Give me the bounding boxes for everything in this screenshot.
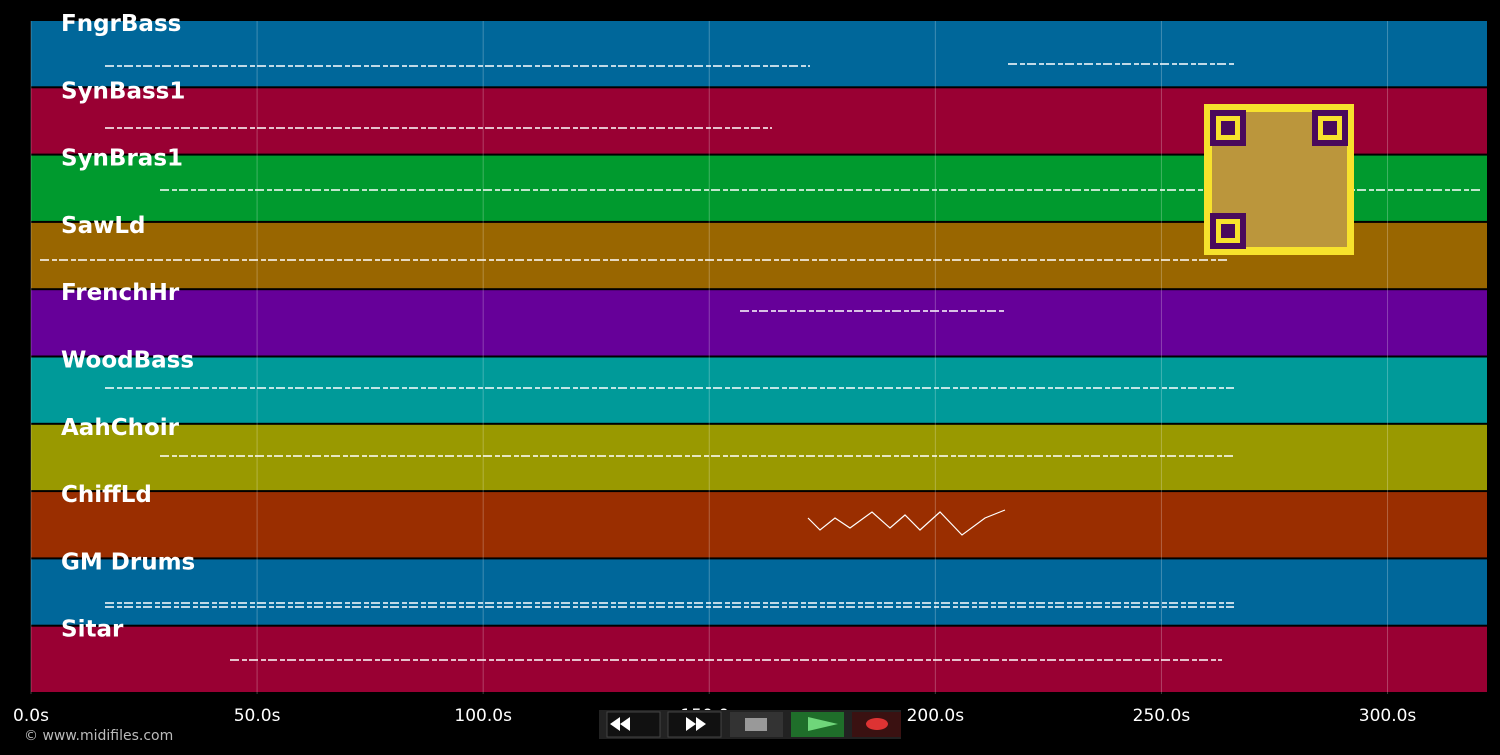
forward-button[interactable] (667, 711, 722, 738)
track-name: GM Drums (61, 549, 195, 575)
track-name: FrenchHr (61, 280, 180, 306)
record-button[interactable] (852, 712, 901, 737)
tick-label: 300.0s (1359, 706, 1417, 726)
tick-label: 50.0s (234, 706, 281, 726)
track-name: SynBras1 (61, 146, 183, 172)
track-name: ChiffLd (61, 482, 152, 508)
track-lane (31, 21, 1487, 87)
track-name: AahChoir (61, 415, 180, 441)
track-name: SynBass1 (61, 78, 185, 104)
grid (30, 21, 1389, 694)
track-lane (31, 290, 1487, 356)
tick-label: 250.0s (1133, 706, 1191, 726)
transport-controls (599, 710, 901, 739)
track-lane (31, 559, 1487, 625)
track-lane (31, 424, 1487, 491)
track-name: FngrBass (61, 11, 181, 37)
track-lane (31, 357, 1487, 423)
track-lane (31, 492, 1487, 558)
qr-code (1204, 104, 1354, 255)
tick-label: 0.0s (13, 706, 49, 726)
notes (40, 63, 1480, 661)
track-name: Sitar (61, 617, 124, 643)
copyright: © www.midifiles.com (24, 728, 173, 744)
lanes: FngrBass SynBass1 SynBras1 SawLd FrenchHr Woo… (31, 11, 1487, 692)
play-button[interactable] (791, 712, 844, 737)
tick-label: 200.0s (907, 706, 965, 726)
note-strip (807, 509, 1006, 536)
tick-label: 100.0s (454, 706, 512, 726)
stop-button[interactable] (730, 712, 783, 737)
track-name: WoodBass (61, 348, 194, 374)
track-name: SawLd (61, 213, 145, 239)
rewind-button[interactable] (606, 711, 661, 738)
